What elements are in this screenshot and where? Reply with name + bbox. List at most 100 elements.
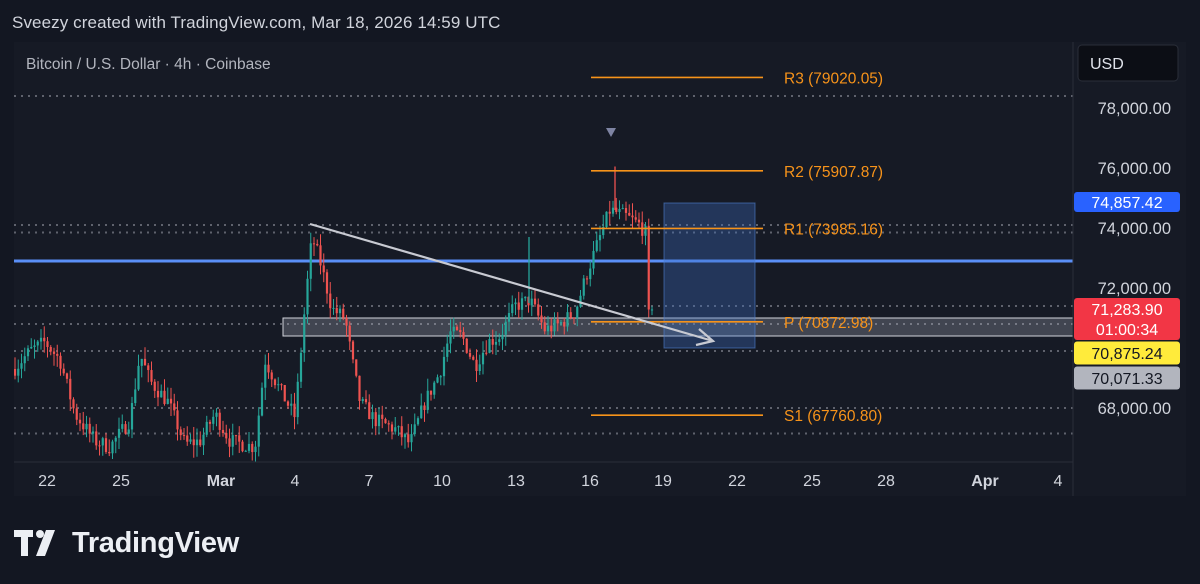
candle-body <box>59 355 62 369</box>
candle-body <box>108 451 111 454</box>
tradingview-logo-icon <box>14 530 55 556</box>
candle <box>316 239 319 247</box>
candle-body <box>507 313 511 322</box>
candle <box>381 405 384 429</box>
candle-body <box>182 435 186 437</box>
candle-body <box>533 298 537 305</box>
candle-body <box>169 398 173 404</box>
candle <box>592 241 595 275</box>
candle <box>303 307 306 362</box>
candle-body <box>338 308 342 314</box>
candle <box>283 384 286 402</box>
candle <box>46 337 49 358</box>
candle-body <box>212 416 215 424</box>
candle-body <box>319 245 322 266</box>
candle-body <box>299 352 303 382</box>
candle-body <box>442 356 446 377</box>
candle <box>374 407 377 436</box>
candle-body <box>423 405 426 410</box>
candle <box>36 340 39 352</box>
tradingview-logo[interactable]: TradingView <box>14 523 239 563</box>
candle <box>465 337 468 354</box>
candle-body <box>20 363 23 369</box>
candle <box>582 274 585 300</box>
candle <box>202 427 205 455</box>
candle-body <box>62 368 65 374</box>
x-tick-label: 4 <box>1054 473 1063 490</box>
candle <box>618 200 621 220</box>
candle-body <box>91 431 95 434</box>
candle-body <box>309 243 312 279</box>
candle <box>199 431 202 447</box>
candle <box>309 232 312 292</box>
candle-body <box>459 330 462 333</box>
candle-body <box>95 431 98 446</box>
trend-arrow-line <box>309 222 714 343</box>
candle <box>572 317 576 325</box>
candle <box>537 298 540 321</box>
candle <box>98 440 101 456</box>
candle-body <box>33 345 36 348</box>
tradingview-wordmark: TradingView <box>72 526 239 559</box>
candle-body <box>608 211 611 214</box>
candle <box>494 331 498 355</box>
candle-body <box>124 424 127 434</box>
candle-body <box>82 423 85 430</box>
candle-body <box>572 317 576 319</box>
candle-body <box>52 351 56 354</box>
candle <box>520 292 524 320</box>
candle <box>156 381 160 407</box>
candle-body <box>75 408 78 420</box>
candle-body <box>429 390 433 395</box>
candle-body <box>433 382 436 395</box>
candle <box>355 359 358 378</box>
candle-body <box>316 243 319 246</box>
candle-body <box>498 339 501 342</box>
candle <box>501 323 504 351</box>
candle-body <box>283 384 286 402</box>
candle <box>104 433 108 454</box>
candle <box>598 225 602 252</box>
candle-body <box>205 421 208 435</box>
candle-body <box>179 429 182 436</box>
price-tag-label: 70,071.33 <box>1091 371 1162 388</box>
candle <box>345 314 348 337</box>
candle-body <box>598 235 602 241</box>
candle-body <box>290 403 293 406</box>
candle <box>332 298 335 315</box>
candle-body <box>329 293 332 309</box>
candle-body <box>351 341 355 360</box>
candle <box>30 338 33 349</box>
candle-body <box>455 326 459 331</box>
candle <box>277 377 280 392</box>
candle-body <box>628 212 631 216</box>
candle-body <box>254 446 257 453</box>
candle <box>361 396 364 404</box>
candle <box>52 347 56 366</box>
currency-button[interactable]: USD <box>1077 44 1179 82</box>
candle-body <box>348 325 351 342</box>
y-tick-label: 78,000.00 <box>1098 100 1171 118</box>
candle <box>325 269 329 304</box>
candle-body <box>426 390 429 410</box>
candle <box>650 306 654 316</box>
candle-body <box>160 390 163 398</box>
candle-body <box>247 443 251 451</box>
candle-body <box>468 352 472 357</box>
candle-body <box>520 298 524 310</box>
candle-body <box>88 423 91 434</box>
candle <box>533 288 537 307</box>
candle-body <box>491 339 494 345</box>
candle-body <box>595 240 598 251</box>
candle <box>173 393 176 416</box>
candle <box>410 424 413 452</box>
candle <box>589 260 592 287</box>
candle <box>251 441 254 461</box>
candle <box>218 408 221 437</box>
candle-body <box>364 399 368 403</box>
candle <box>426 378 429 414</box>
chart-panel[interactable] <box>14 42 1186 496</box>
candle <box>511 295 514 317</box>
candle <box>212 409 215 431</box>
